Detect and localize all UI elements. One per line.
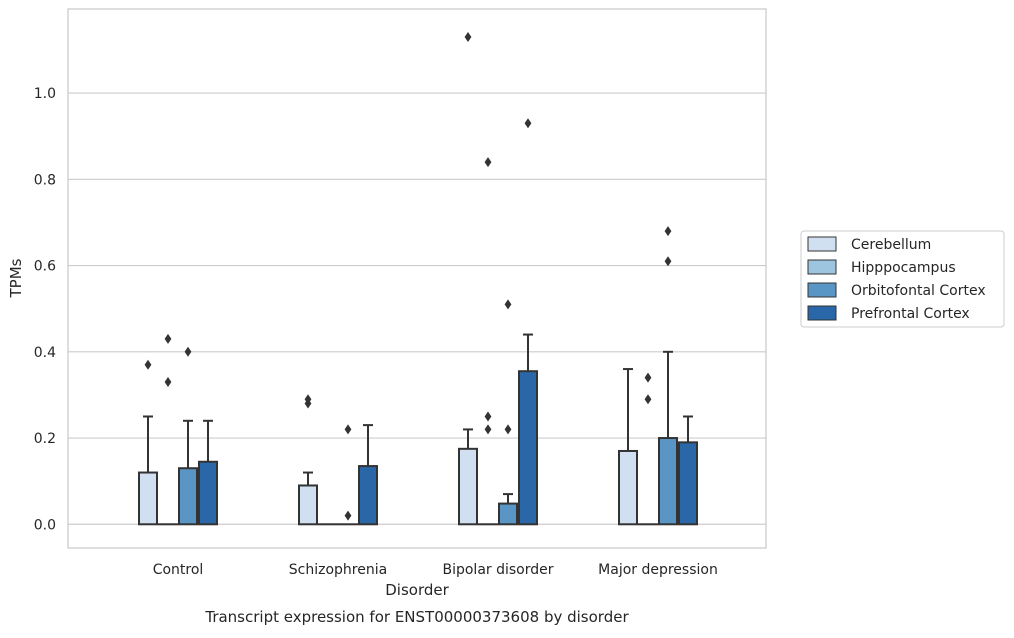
y-tick-label: 0.0: [34, 517, 56, 533]
outlier-point: [645, 394, 652, 404]
x-tick-label: Bipolar disorder: [442, 562, 553, 578]
legend-swatch: [808, 283, 836, 297]
outlier-point: [485, 157, 492, 167]
x-axis-label: Disorder: [385, 581, 449, 599]
bar: [499, 504, 517, 525]
outliers: [145, 32, 672, 521]
legend-label: Prefrontal Cortex: [851, 306, 970, 322]
bar: [199, 462, 217, 525]
legend-label: Cerebellum: [851, 237, 931, 253]
outlier-point: [465, 32, 472, 42]
legend: Cerebellum Hipppocampus Orbitofontal Corte…: [801, 231, 1004, 327]
outlier-point: [145, 360, 152, 370]
y-axis-label: TPMs: [7, 258, 25, 298]
outlier-point: [485, 424, 492, 434]
outlier-point: [665, 226, 672, 236]
y-tick-label: 1.0: [34, 86, 56, 102]
bar: [179, 468, 197, 524]
bar: [139, 473, 157, 525]
outlier-point: [665, 256, 672, 266]
legend-swatch: [808, 237, 836, 251]
chart-caption: Transcript expression for ENST0000037360…: [204, 608, 629, 626]
outlier-point: [185, 347, 192, 357]
x-tick-label: Major depression: [598, 562, 718, 578]
y-tick-label: 0.4: [34, 345, 56, 361]
y-tick-label: 0.2: [34, 431, 56, 447]
y-tick-label: 0.8: [34, 172, 56, 188]
legend-label: Hipppocampus: [851, 260, 956, 276]
legend-swatch: [808, 260, 836, 274]
outlier-point: [505, 299, 512, 309]
bar: [679, 442, 697, 524]
bar: [659, 438, 677, 524]
outlier-point: [345, 511, 352, 521]
bar: [459, 449, 477, 524]
outlier-point: [505, 424, 512, 434]
bar: [359, 466, 377, 524]
bar: [519, 371, 537, 524]
x-tick-labels: Control Schizophrenia Bipolar disorder Majo…: [153, 562, 718, 578]
y-tick-label: 0.6: [34, 259, 56, 275]
legend-label: Orbitofontal Cortex: [851, 283, 986, 299]
outlier-point: [485, 411, 492, 421]
bar: [299, 485, 317, 524]
x-tick-label: Schizophrenia: [289, 562, 387, 578]
y-tick-labels: 0.0 0.2 0.4 0.6 0.8 1.0: [34, 86, 56, 533]
x-tick-label: Control: [153, 562, 204, 578]
bar: [619, 451, 637, 524]
bars: [139, 335, 697, 525]
outlier-point: [645, 373, 652, 383]
outlier-point: [525, 118, 532, 128]
outlier-point: [165, 377, 172, 387]
outlier-point: [345, 424, 352, 434]
outlier-point: [165, 334, 172, 344]
legend-swatch: [808, 306, 836, 320]
